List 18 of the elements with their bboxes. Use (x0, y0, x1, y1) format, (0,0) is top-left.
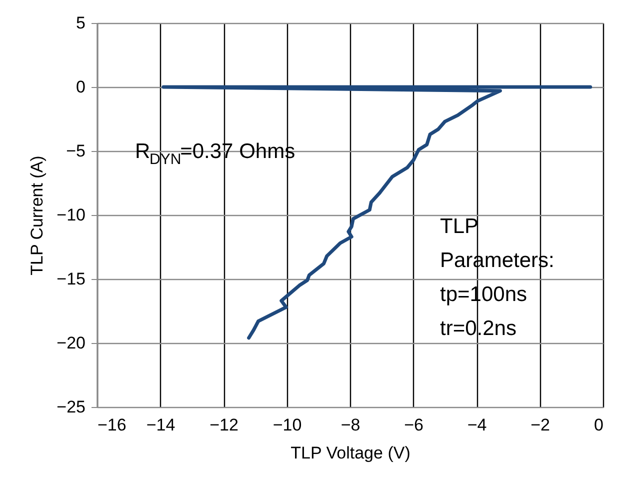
y-tick-label: −10 (56, 206, 86, 224)
y-tick-label: −25 (56, 398, 86, 416)
y-tick-label: 5 (76, 14, 86, 32)
x-tick-label: −2 (530, 416, 550, 434)
x-tick-label: −16 (98, 416, 126, 434)
y-tick-label: 0 (76, 78, 86, 96)
y-tick-label: −15 (56, 270, 86, 288)
x-tick-label: −14 (146, 416, 176, 434)
x-tick-label: −10 (272, 416, 302, 434)
x-axis-title: TLP Voltage (V) (290, 444, 410, 462)
x-tick-label: 0 (594, 416, 604, 434)
x-tick-label: −8 (340, 416, 360, 434)
x-tick-label: −4 (467, 416, 487, 434)
y-tick-label: −20 (56, 334, 86, 352)
y-tick-label: −5 (66, 142, 86, 160)
x-tick-label: −6 (404, 416, 424, 434)
x-tick-label: −12 (210, 416, 238, 434)
y-axis-title: TLP Current (A) (28, 156, 47, 276)
